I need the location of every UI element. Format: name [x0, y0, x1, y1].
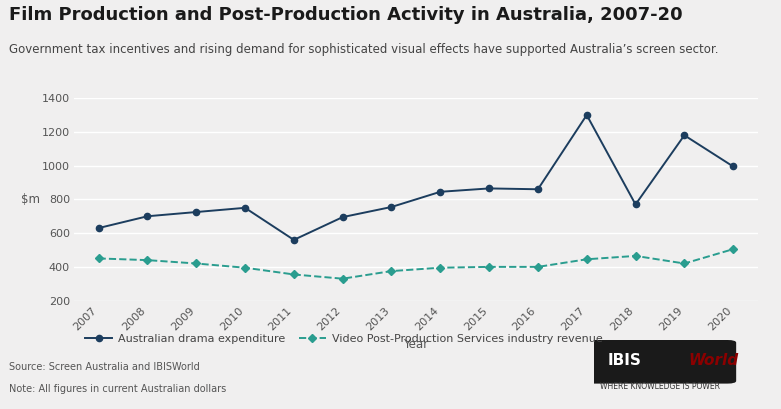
Y-axis label: $m: $m — [21, 193, 41, 206]
Text: IBIS: IBIS — [608, 353, 641, 368]
Text: Note: All figures in current Australian dollars: Note: All figures in current Australian … — [9, 384, 226, 394]
Text: Government tax incentives and rising demand for sophisticated visual effects hav: Government tax incentives and rising dem… — [9, 43, 719, 56]
X-axis label: Year: Year — [403, 338, 429, 351]
Text: Film Production and Post-Production Activity in Australia, 2007-20: Film Production and Post-Production Acti… — [9, 6, 683, 24]
Text: World: World — [688, 353, 738, 368]
Text: WHERE KNOWLEDGE IS POWER: WHERE KNOWLEDGE IS POWER — [601, 382, 720, 391]
Text: Source: Screen Australia and IBISWorld: Source: Screen Australia and IBISWorld — [9, 362, 200, 372]
Legend: Australian drama expenditure, Video Post-Production Services industry revenue: Australian drama expenditure, Video Post… — [80, 329, 607, 348]
FancyBboxPatch shape — [585, 340, 736, 384]
